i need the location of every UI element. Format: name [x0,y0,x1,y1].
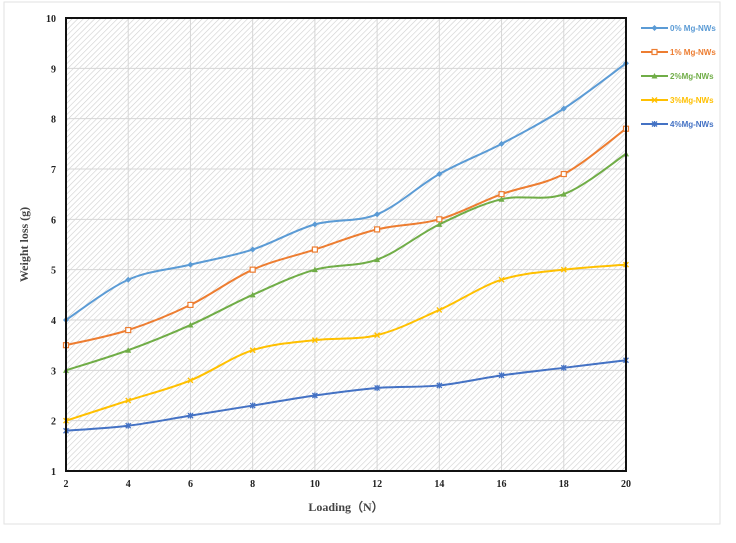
legend-label: 0% Mg-NWs [670,24,716,33]
x-tick-label: 4 [126,479,131,490]
y-tick-label: 3 [51,366,56,377]
y-tick-label: 6 [51,215,56,226]
x-tick-label: 8 [250,479,255,490]
legend-label: 3%Mg-NWs [670,96,714,105]
legend-label: 2%Mg-NWs [670,72,714,81]
x-tick-label: 18 [559,479,569,490]
y-tick-label: 5 [51,266,56,277]
y-tick-label: 10 [46,14,56,25]
data-point [499,192,504,197]
x-tick-label: 20 [621,479,631,490]
x-tick-label: 16 [497,479,507,490]
data-point [561,172,566,177]
y-tick-label: 8 [51,115,56,126]
data-point [437,217,442,222]
data-point [375,227,380,232]
y-tick-label: 2 [51,417,56,428]
x-tick-label: 6 [188,479,193,490]
y-tick-label: 4 [51,316,56,327]
y-tick-label: 1 [51,467,56,478]
x-axis-title: Loading（N） [308,499,383,514]
x-tick-label: 2 [64,479,69,490]
y-tick-label: 7 [51,165,56,176]
legend-marker [652,50,657,55]
data-point [250,267,255,272]
legend-label: 1% Mg-NWs [670,48,716,57]
data-point [126,328,131,333]
y-axis-title: Weight loss (g) [17,207,31,282]
data-point [312,247,317,252]
x-tick-label: 14 [434,479,444,490]
plot-area [66,18,626,471]
legend-label: 4%Mg-NWs [670,120,714,129]
x-tick-label: 10 [310,479,320,490]
y-tick-label: 9 [51,64,56,75]
x-tick-label: 12 [372,479,382,490]
data-point [188,302,193,307]
